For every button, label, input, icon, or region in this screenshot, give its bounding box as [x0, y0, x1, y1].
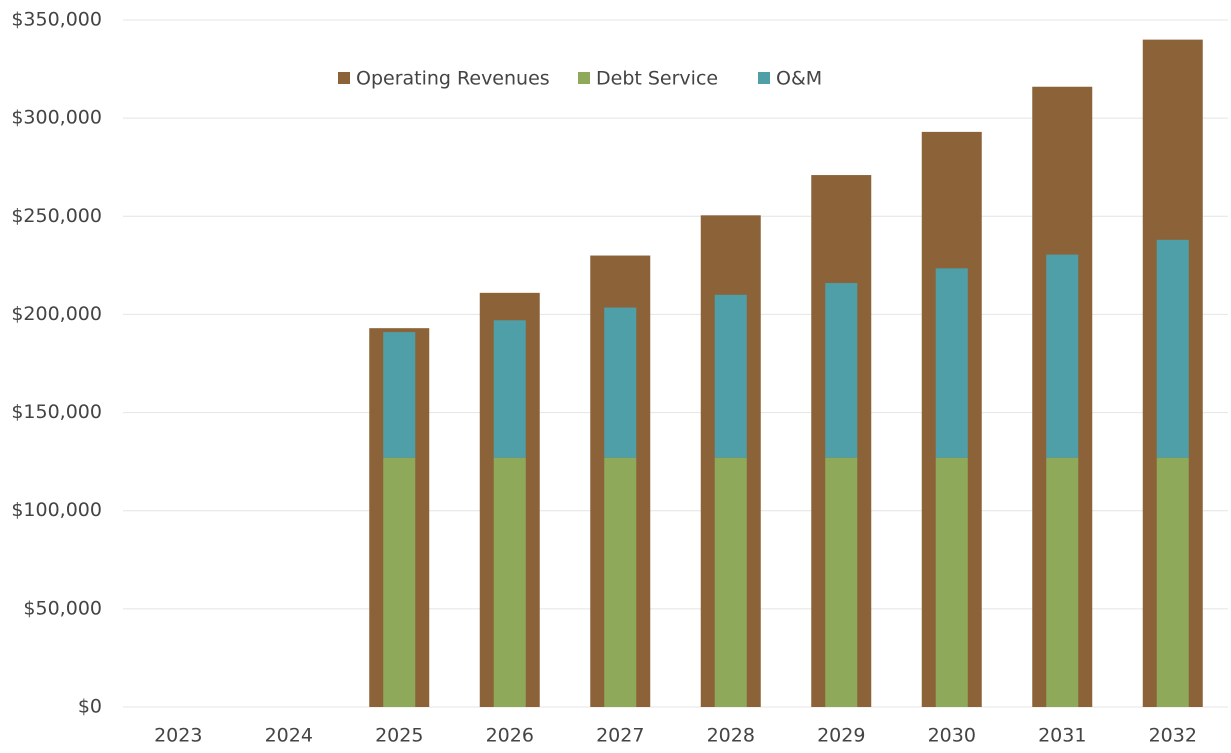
x-tick-label: 2026	[486, 725, 534, 747]
bar	[1046, 457, 1079, 707]
bar	[714, 294, 747, 458]
legend-label: Debt Service	[596, 68, 718, 90]
bar	[825, 283, 858, 458]
legend-label: Operating Revenues	[356, 68, 550, 90]
y-tick-label: $300,000	[11, 107, 102, 129]
y-tick-label: $250,000	[11, 205, 102, 227]
x-tick-label: 2029	[817, 725, 865, 747]
bar	[604, 457, 637, 707]
x-tick-label: 2032	[1149, 725, 1197, 747]
bar	[825, 457, 858, 707]
legend-swatch	[578, 72, 590, 84]
x-tick-label: 2031	[1038, 725, 1086, 747]
bar	[935, 457, 968, 707]
legend-swatch	[338, 72, 350, 84]
bar	[383, 332, 416, 458]
x-tick-label: 2030	[928, 725, 976, 747]
bar	[604, 307, 637, 458]
x-tick-label: 2027	[596, 725, 644, 747]
bar	[493, 320, 526, 458]
x-tick-label: 2023	[154, 725, 202, 747]
x-tick-label: 2025	[375, 725, 423, 747]
x-tick-label: 2028	[707, 725, 755, 747]
y-tick-label: $100,000	[11, 499, 102, 521]
bar	[493, 457, 526, 707]
bar	[935, 268, 968, 458]
y-tick-label: $150,000	[11, 401, 102, 423]
y-tick-label: $0	[78, 696, 102, 718]
legend-label: O&M	[776, 68, 822, 90]
x-tick-label: 2024	[265, 725, 313, 747]
bar	[714, 457, 747, 707]
y-tick-label: $350,000	[11, 9, 102, 31]
bar	[1156, 457, 1189, 707]
bar	[1156, 239, 1189, 458]
bar	[1046, 254, 1079, 458]
y-tick-label: $50,000	[23, 597, 102, 619]
bar	[383, 457, 416, 707]
legend-swatch	[758, 72, 770, 84]
y-tick-label: $200,000	[11, 303, 102, 325]
